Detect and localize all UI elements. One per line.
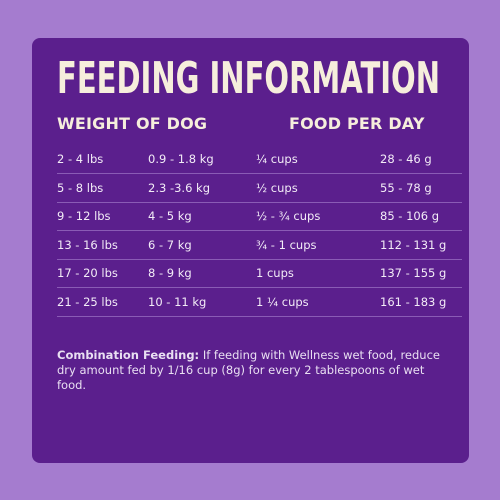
table-cell: 21 - 25 lbs bbox=[57, 295, 118, 309]
column-header: FOOD PER DAY bbox=[289, 114, 425, 133]
table-cell: ½ - ¾ cups bbox=[256, 209, 321, 224]
table-cell: 10 - 11 kg bbox=[148, 295, 207, 309]
table-cell: 85 - 106 g bbox=[380, 209, 439, 224]
title: FEEDING INFORMATION bbox=[57, 53, 440, 104]
row-separator bbox=[57, 258, 462, 260]
table-cell: ½ cups bbox=[256, 180, 298, 195]
note: Combination Feeding: If feeding with Wel… bbox=[57, 348, 447, 393]
row-separator bbox=[57, 316, 462, 317]
table-cell: 1 ¼ cups bbox=[256, 295, 309, 309]
table-cell: 2 - 4 lbs bbox=[57, 152, 104, 166]
table-cell: 1 cups bbox=[256, 266, 294, 281]
table-cell: 13 - 16 lbs bbox=[57, 237, 118, 252]
table-cell: 6 - 7 kg bbox=[148, 237, 192, 252]
table-cell: 9 - 12 lbs bbox=[57, 209, 111, 224]
table-cell: 17 - 20 lbs bbox=[57, 266, 118, 281]
note-text: If feeding with Wellness wet food, reduc… bbox=[57, 348, 440, 392]
title-area: FEEDING INFORMATION bbox=[57, 53, 440, 104]
table-cell: 55 - 78 g bbox=[380, 180, 432, 195]
table-cell: 0.9 - 1.8 kg bbox=[148, 152, 214, 166]
table-cell: ¾ - 1 cups bbox=[256, 237, 317, 252]
table-cell: 5 - 8 lbs bbox=[57, 180, 104, 195]
note-label: Combination Feeding: bbox=[57, 348, 200, 362]
card bbox=[32, 38, 469, 463]
table-cell: 112 - 131 g bbox=[380, 237, 447, 252]
table-cell: ¼ cups bbox=[256, 152, 298, 166]
table-cell: 8 - 9 kg bbox=[148, 266, 192, 281]
table-cell: 137 - 155 g bbox=[380, 266, 447, 281]
row-separator bbox=[57, 230, 462, 232]
column-header: WEIGHT OF DOG bbox=[57, 114, 208, 133]
row-separator bbox=[57, 201, 462, 203]
table-cell: 2.3 -3.6 kg bbox=[148, 180, 210, 195]
row-separator bbox=[57, 287, 462, 289]
table-cell: 4 - 5 kg bbox=[148, 209, 192, 224]
table-cell: 161 - 183 g bbox=[380, 295, 447, 309]
table-cell: 28 - 46 g bbox=[380, 152, 432, 166]
row-separator bbox=[57, 173, 462, 174]
